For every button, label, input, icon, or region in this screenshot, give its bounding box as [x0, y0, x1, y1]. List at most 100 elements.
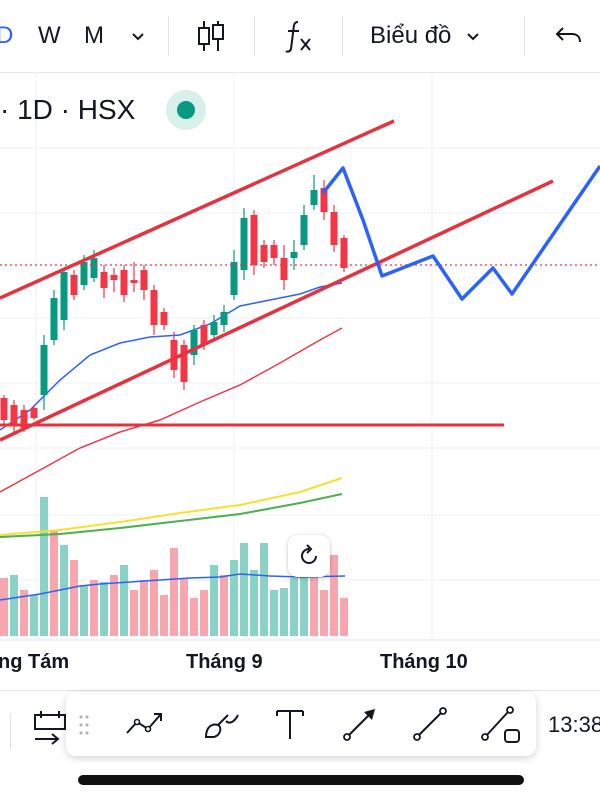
- volume-bar: [310, 573, 318, 636]
- channel-upper-line[interactable]: [0, 119, 395, 300]
- interval-w-label: W: [38, 22, 61, 49]
- volume-bar: [90, 580, 98, 636]
- candle: [50, 290, 58, 345]
- interval-dropdown-button[interactable]: [128, 20, 148, 52]
- volume-bar: [40, 497, 48, 636]
- volume-bar: [290, 578, 298, 636]
- ma-green-line: [0, 493, 343, 538]
- candle: [330, 205, 338, 252]
- interval-w-button[interactable]: W: [38, 20, 61, 52]
- interval-d-button[interactable]: D: [0, 20, 13, 52]
- volume-bar: [220, 575, 228, 636]
- arrow-tool-button[interactable]: [338, 704, 382, 744]
- text-icon: [276, 710, 304, 739]
- candle: [100, 265, 108, 298]
- indicators-button[interactable]: [284, 20, 314, 53]
- ma-yellow-line: [0, 477, 343, 536]
- candle: [220, 305, 228, 332]
- line-shape-icon: [481, 706, 520, 743]
- market-status-indicator[interactable]: [166, 90, 206, 130]
- volume-bar: [130, 590, 138, 636]
- candlesticks: [0, 175, 348, 432]
- function-icon: [285, 21, 311, 53]
- volume-bar: [270, 590, 278, 636]
- candle: [300, 205, 308, 250]
- interval-m-label: M: [84, 22, 104, 49]
- volume-bar: [240, 543, 248, 636]
- candle: [120, 265, 128, 302]
- volume-bar: [60, 545, 68, 636]
- volume-bar: [320, 590, 328, 636]
- trend-tool-button[interactable]: [122, 704, 166, 744]
- chart-style-button[interactable]: [196, 20, 226, 52]
- chart-type-label: Biểu đồ: [370, 22, 452, 49]
- candle: [0, 395, 8, 428]
- volume-bar: [10, 575, 18, 636]
- volume-bars: [0, 497, 348, 636]
- volume-bar: [300, 565, 308, 636]
- volume-bar: [200, 590, 208, 636]
- candle: [340, 235, 348, 272]
- chart-type-dropdown[interactable]: Biểu đồ: [370, 20, 483, 52]
- volume-bar: [70, 560, 78, 636]
- volume-bar: [150, 570, 158, 636]
- candle: [40, 335, 48, 410]
- ma-blue-line: [0, 282, 343, 431]
- date-range-button[interactable]: [30, 709, 70, 754]
- volume-bar: [180, 578, 188, 636]
- volume-bar: [330, 555, 338, 636]
- text-tool-button[interactable]: [268, 704, 312, 744]
- projection-path[interactable]: [321, 165, 600, 301]
- brush-tool-button[interactable]: [200, 704, 244, 744]
- candle: [230, 250, 238, 300]
- candle: [160, 308, 168, 330]
- reset-chart-button[interactable]: [288, 535, 330, 577]
- volume-bar: [340, 598, 348, 636]
- trend-line-tool-button[interactable]: [408, 704, 452, 744]
- volume-bar: [230, 560, 238, 636]
- volume-bar: [0, 578, 8, 636]
- volume-bar: [280, 588, 288, 636]
- ma-red-line: [0, 327, 343, 493]
- toolbar-divider: [342, 16, 343, 56]
- time-axis-label: Tháng 9: [186, 651, 263, 673]
- volume-bar: [170, 548, 178, 636]
- candle: [60, 268, 68, 330]
- top-toolbar: D W M Biểu đồ: [0, 0, 600, 73]
- candle: [310, 175, 318, 210]
- volume-bar: [250, 570, 258, 636]
- undo-button[interactable]: [554, 20, 582, 52]
- calendar-range-icon: [34, 711, 66, 745]
- candle: [270, 240, 278, 265]
- candle: [110, 268, 118, 292]
- interval-m-button[interactable]: M: [84, 20, 104, 52]
- time-axis-label: Tháng 10: [380, 651, 468, 673]
- clock-label: 13:38: [548, 712, 600, 737]
- candle: [260, 240, 268, 268]
- candle: [140, 265, 148, 300]
- toolbar-divider: [168, 16, 169, 56]
- shape-tool-button[interactable]: [478, 704, 522, 744]
- volume-bar: [190, 598, 198, 636]
- candle: [130, 262, 138, 292]
- volume-ma-line: [0, 573, 346, 601]
- bottom-divider: [10, 713, 11, 749]
- drag-handle[interactable]: [78, 714, 90, 741]
- volume-bar: [20, 590, 28, 636]
- reset-icon: [301, 544, 317, 564]
- candle: [320, 180, 328, 220]
- candle: [150, 285, 158, 335]
- volume-bar: [30, 595, 38, 636]
- volume-bar: [140, 580, 148, 636]
- price-chart[interactable]: [0, 72, 600, 690]
- volume-bar: [110, 575, 118, 636]
- trend-line-icon: [413, 707, 447, 741]
- candle: [210, 315, 218, 340]
- candle: [190, 325, 198, 365]
- home-indicator[interactable]: [78, 775, 524, 785]
- arrow-line-icon: [343, 709, 375, 741]
- candle: [10, 400, 18, 432]
- toolbar-divider: [254, 16, 255, 56]
- channel-lower-line[interactable]: [0, 179, 554, 442]
- volume-bar: [100, 582, 108, 636]
